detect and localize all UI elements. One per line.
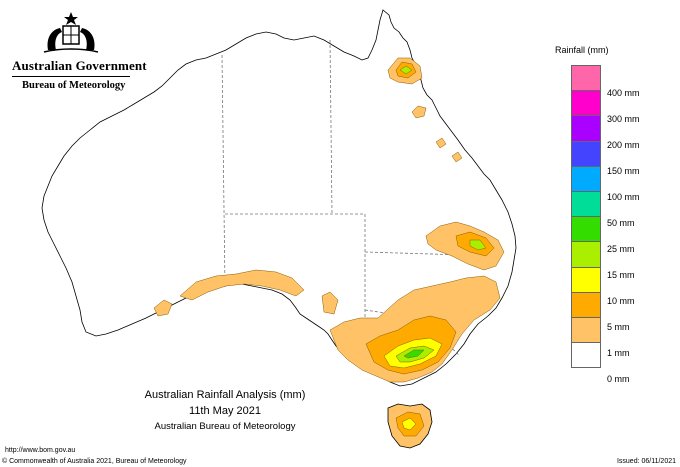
legend-swatch: [571, 90, 601, 117]
australia-mainland: [41, 9, 517, 387]
legend-label: 0 mm: [607, 374, 630, 384]
legend-label: 50 mm: [607, 218, 635, 228]
legend-swatch: [571, 216, 601, 243]
bureau-title: Bureau of Meteorology: [22, 80, 126, 91]
legend-label: 150 mm: [607, 166, 640, 176]
legend-label: 100 mm: [607, 192, 640, 202]
map-date: 11th May 2021: [189, 405, 261, 417]
legend-label: 200 mm: [607, 140, 640, 150]
legend-label: 25 mm: [607, 244, 635, 254]
legend-swatch: [571, 266, 601, 293]
issued-date: Issued: 06/11/2021: [616, 458, 676, 465]
legend-label: 5 mm: [607, 322, 630, 332]
legend-label: 400 mm: [607, 88, 640, 98]
map-title: Australian Rainfall Analysis (mm): [144, 389, 306, 401]
legend-swatch: [571, 65, 601, 92]
copyright-notice: © Commonwealth of Australia 2021, Bureau…: [2, 458, 187, 465]
header-divider: [12, 76, 130, 77]
legend-label: 1 mm: [607, 348, 630, 358]
legend-label: 10 mm: [607, 296, 635, 306]
legend-label: 300 mm: [607, 114, 640, 124]
legend-swatch: [571, 165, 601, 192]
website-link[interactable]: http://www.bom.gov.au: [5, 447, 76, 454]
rainfall-legend: 400 mm 300 mm 200 mm 150 mm 100 mm 50 mm 25 mm…: [571, 65, 640, 384]
legend-title: Rainfall (mm): [555, 45, 609, 55]
legend-swatch: [571, 342, 601, 369]
map-source: Australian Bureau of Meteorology: [154, 421, 296, 432]
legend-label: 15 mm: [607, 270, 635, 280]
coat-of-arms-icon: [43, 12, 99, 53]
legend-swatch: [571, 190, 601, 218]
government-title: Australian Government: [12, 58, 147, 73]
legend-swatch: [571, 291, 601, 318]
legend-swatch: [571, 115, 601, 142]
rainfall-shading: [153, 57, 505, 437]
legend-swatch: [571, 241, 601, 268]
legend-swatch: [571, 316, 601, 344]
legend-swatch: [571, 140, 601, 167]
